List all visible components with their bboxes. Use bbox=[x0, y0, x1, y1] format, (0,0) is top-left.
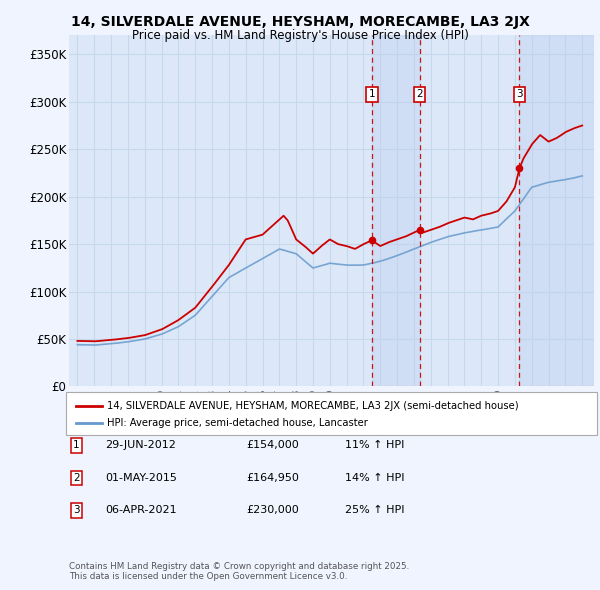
Text: £230,000: £230,000 bbox=[246, 506, 299, 515]
Text: Contains HM Land Registry data © Crown copyright and database right 2025.
This d: Contains HM Land Registry data © Crown c… bbox=[69, 562, 409, 581]
Text: 01-MAY-2015: 01-MAY-2015 bbox=[105, 473, 177, 483]
Text: £164,950: £164,950 bbox=[246, 473, 299, 483]
Text: HPI: Average price, semi-detached house, Lancaster: HPI: Average price, semi-detached house,… bbox=[107, 418, 368, 428]
Text: 14, SILVERDALE AVENUE, HEYSHAM, MORECAMBE, LA3 2JX (semi-detached house): 14, SILVERDALE AVENUE, HEYSHAM, MORECAMB… bbox=[107, 401, 518, 411]
Text: 1: 1 bbox=[368, 89, 375, 99]
Text: 3: 3 bbox=[516, 89, 523, 99]
Bar bbox=[520, 35, 594, 386]
Text: 3: 3 bbox=[73, 506, 80, 515]
Text: 14, SILVERDALE AVENUE, HEYSHAM, MORECAMBE, LA3 2JX: 14, SILVERDALE AVENUE, HEYSHAM, MORECAMB… bbox=[71, 15, 529, 29]
Text: 14% ↑ HPI: 14% ↑ HPI bbox=[345, 473, 404, 483]
Text: 29-JUN-2012: 29-JUN-2012 bbox=[105, 441, 176, 450]
Text: Price paid vs. HM Land Registry's House Price Index (HPI): Price paid vs. HM Land Registry's House … bbox=[131, 29, 469, 42]
Text: 2: 2 bbox=[416, 89, 423, 99]
Text: 1: 1 bbox=[73, 441, 80, 450]
Text: 2: 2 bbox=[73, 473, 80, 483]
Text: 25% ↑ HPI: 25% ↑ HPI bbox=[345, 506, 404, 515]
Text: £154,000: £154,000 bbox=[246, 441, 299, 450]
Bar bbox=[372, 35, 419, 386]
Text: 06-APR-2021: 06-APR-2021 bbox=[105, 506, 176, 515]
Text: 11% ↑ HPI: 11% ↑ HPI bbox=[345, 441, 404, 450]
